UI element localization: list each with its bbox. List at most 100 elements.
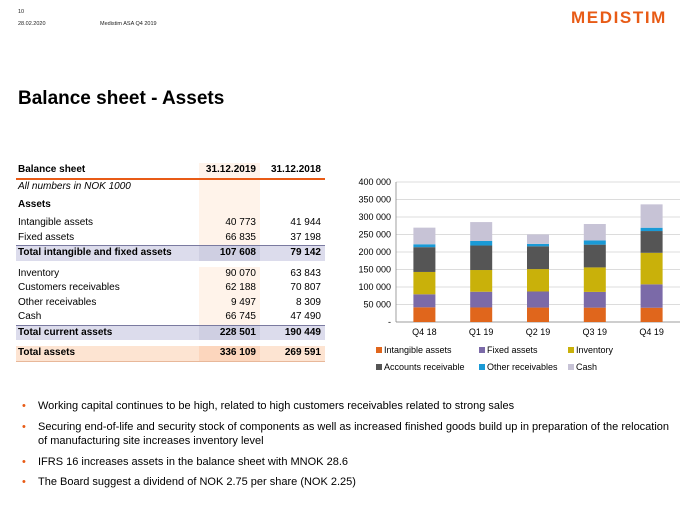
bullet-icon: • [22, 400, 26, 412]
row-label: Cash [18, 311, 42, 323]
bar-segment [640, 252, 663, 285]
page-title: Balance sheet - Assets [18, 88, 225, 109]
table-row: Intangible assets 40 773 41 944 [16, 216, 325, 231]
bar-segment [470, 222, 493, 241]
row-value-2019: 107 608 [198, 245, 260, 261]
legend-label: Intangible assets [384, 345, 452, 355]
y-tick-label: 100 000 [358, 282, 391, 292]
row-value-2018: 269 591 [259, 346, 325, 362]
row-value-2018: 190 449 [259, 324, 325, 340]
bar-segment [583, 240, 606, 245]
row-value-2018: 47 490 [290, 311, 321, 323]
legend-swatch [568, 364, 574, 370]
legend-label: Inventory [576, 345, 614, 355]
table-row: Customers receivables 62 188 70 807 [16, 281, 325, 296]
table-total-row: Total intangible and fixed assets 107 60… [16, 245, 325, 261]
row-value-2019: 40 773 [198, 216, 260, 231]
list-item: • IFRS 16 increases assets in the balance… [20, 455, 670, 470]
bullet-text: Securing end-of-life and security stock … [38, 420, 670, 448]
section-assets-label: Assets [18, 199, 51, 210]
bar-segment [470, 307, 493, 322]
table-header-col-2018: 31.12.2018 [259, 163, 325, 180]
row-label: Total current assets [16, 324, 199, 340]
bar-segment [470, 240, 493, 246]
bar-segment [640, 204, 663, 228]
x-tick-label: Q4 18 [412, 327, 437, 337]
bar-segment [583, 291, 606, 308]
bar-segment [583, 307, 606, 322]
legend-swatch [479, 347, 485, 353]
bullet-text: The Board suggest a dividend of NOK 2.75… [38, 476, 356, 488]
stacked-bar-chart: - 50 000 100 000 150 000 200 000 250 000 300 0… [358, 177, 680, 372]
y-tick-label: 250 000 [358, 230, 391, 240]
y-tick-label: 50 000 [363, 300, 391, 310]
table-grand-total-row: Total assets 336 109 269 591 [16, 346, 325, 362]
bullet-icon: • [22, 420, 26, 433]
legend-label: Fixed assets [487, 345, 538, 355]
bullet-text: Working capital continues to be high, re… [38, 400, 515, 412]
row-label: Other receivables [18, 296, 97, 308]
list-item: • The Board suggest a dividend of NOK 2.7… [20, 475, 670, 490]
y-tick-label: 150 000 [358, 265, 391, 275]
x-tick-label: Q2 19 [526, 327, 551, 337]
table-subtitle-row: All numbers in NOK 1000 [16, 178, 325, 194]
company-logo: MEDISTIM [571, 8, 667, 27]
row-value-2018: 8 309 [295, 296, 321, 308]
row-label: Total assets [16, 346, 199, 362]
y-tick-label: 200 000 [358, 247, 391, 257]
legend-label: Other receivables [487, 362, 558, 372]
row-label: Intangible assets [18, 217, 94, 229]
table-header-label: Balance sheet [16, 163, 199, 180]
bar-segment [470, 291, 493, 308]
y-tick-label: - [388, 317, 391, 327]
bar-segment [413, 307, 436, 322]
row-label: Inventory [18, 267, 60, 279]
table-row: Inventory 90 070 63 843 [16, 266, 325, 281]
bar-segment [640, 227, 663, 232]
table-total-row: Total current assets 228 501 190 449 [16, 324, 325, 340]
x-tick-label: Q3 19 [583, 327, 608, 337]
bar-segment [640, 231, 663, 253]
row-value-2018: 37 198 [290, 231, 321, 243]
bullet-text: IFRS 16 increases assets in the balance … [38, 455, 348, 468]
row-value-2018: 79 142 [259, 245, 325, 261]
bar-segment [640, 284, 663, 308]
bar-segment [640, 307, 663, 322]
row-value-2019: 90 070 [198, 266, 260, 281]
y-tick-label: 300 000 [358, 212, 391, 222]
y-tick-label: 400 000 [358, 177, 391, 187]
bar-segment [527, 243, 549, 247]
row-label: Fixed assets [18, 231, 75, 243]
legend-swatch [479, 364, 485, 370]
bar-segment [527, 234, 549, 244]
table-section-row: Assets [16, 194, 325, 216]
bullet-icon: • [22, 476, 26, 488]
table-row: Other receivables 9 497 8 309 [16, 295, 325, 310]
row-value-2019: 9 497 [198, 295, 260, 310]
table-row: Fixed assets 66 835 37 198 [16, 230, 325, 246]
bar-segment [470, 245, 493, 271]
list-item: • Securing end-of-life and security stock… [20, 420, 670, 449]
bar-segment [413, 247, 436, 272]
table-header-row: Balance sheet 31.12.2019 31.12.2018 [16, 163, 325, 180]
header-date: 28.02.2020 [18, 21, 46, 27]
legend-swatch [376, 364, 382, 370]
row-label: Total intangible and fixed assets [16, 245, 199, 261]
y-tick-label: 350 000 [358, 195, 391, 205]
legend-label: Accounts receivable [384, 362, 465, 372]
x-tick-label: Q1 19 [469, 327, 494, 337]
row-value-2018: 70 807 [290, 282, 321, 294]
bullet-list: • Working capital continues to be high, r… [20, 399, 670, 496]
table-row: Cash 66 745 47 490 [16, 310, 325, 325]
bar-segment [413, 294, 436, 308]
legend-swatch [376, 347, 382, 353]
header-doc-title: Medistim ASA Q4 2019 [100, 21, 157, 27]
bar-segment [527, 246, 549, 270]
row-value-2019: 228 501 [198, 324, 260, 340]
row-value-2019: 66 745 [198, 310, 260, 325]
bar-segment [583, 267, 606, 292]
bar-segment [413, 271, 436, 295]
bar-segment [413, 244, 436, 248]
table-subtitle: All numbers in NOK 1000 [18, 180, 131, 192]
table-header-col-2019: 31.12.2019 [198, 163, 260, 180]
